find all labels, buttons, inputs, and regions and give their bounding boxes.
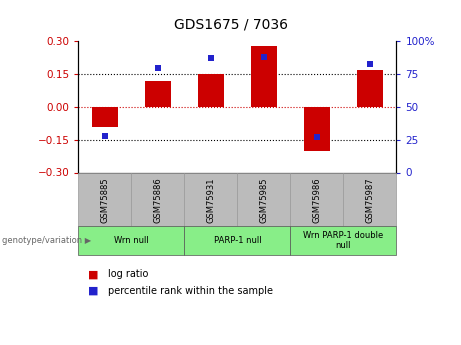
Bar [92,107,118,127]
Bar [304,107,330,151]
Point [260,55,267,60]
Bar [145,81,171,107]
Text: GSM75985: GSM75985 [260,178,268,223]
Text: GDS1675 / 7036: GDS1675 / 7036 [173,17,288,31]
Text: Wrn PARP-1 double
null: Wrn PARP-1 double null [303,231,384,250]
Bar [357,70,383,107]
Point [366,61,373,67]
Text: GSM75886: GSM75886 [154,178,162,223]
Bar [198,74,224,107]
Text: percentile rank within the sample: percentile rank within the sample [108,286,273,296]
Bar [251,46,277,107]
Text: GSM75987: GSM75987 [366,178,374,223]
Text: log ratio: log ratio [108,269,149,279]
Point [207,56,214,61]
Text: PARP-1 null: PARP-1 null [213,236,261,245]
Point [154,65,162,70]
Text: genotype/variation ▶: genotype/variation ▶ [2,236,92,245]
Point [313,134,320,140]
Text: GSM75986: GSM75986 [313,178,321,223]
Text: ■: ■ [88,269,98,279]
Text: ■: ■ [88,286,98,296]
Text: GSM75931: GSM75931 [207,178,215,223]
Text: Wrn null: Wrn null [114,236,149,245]
Text: GSM75885: GSM75885 [100,178,109,223]
Point [101,133,109,139]
